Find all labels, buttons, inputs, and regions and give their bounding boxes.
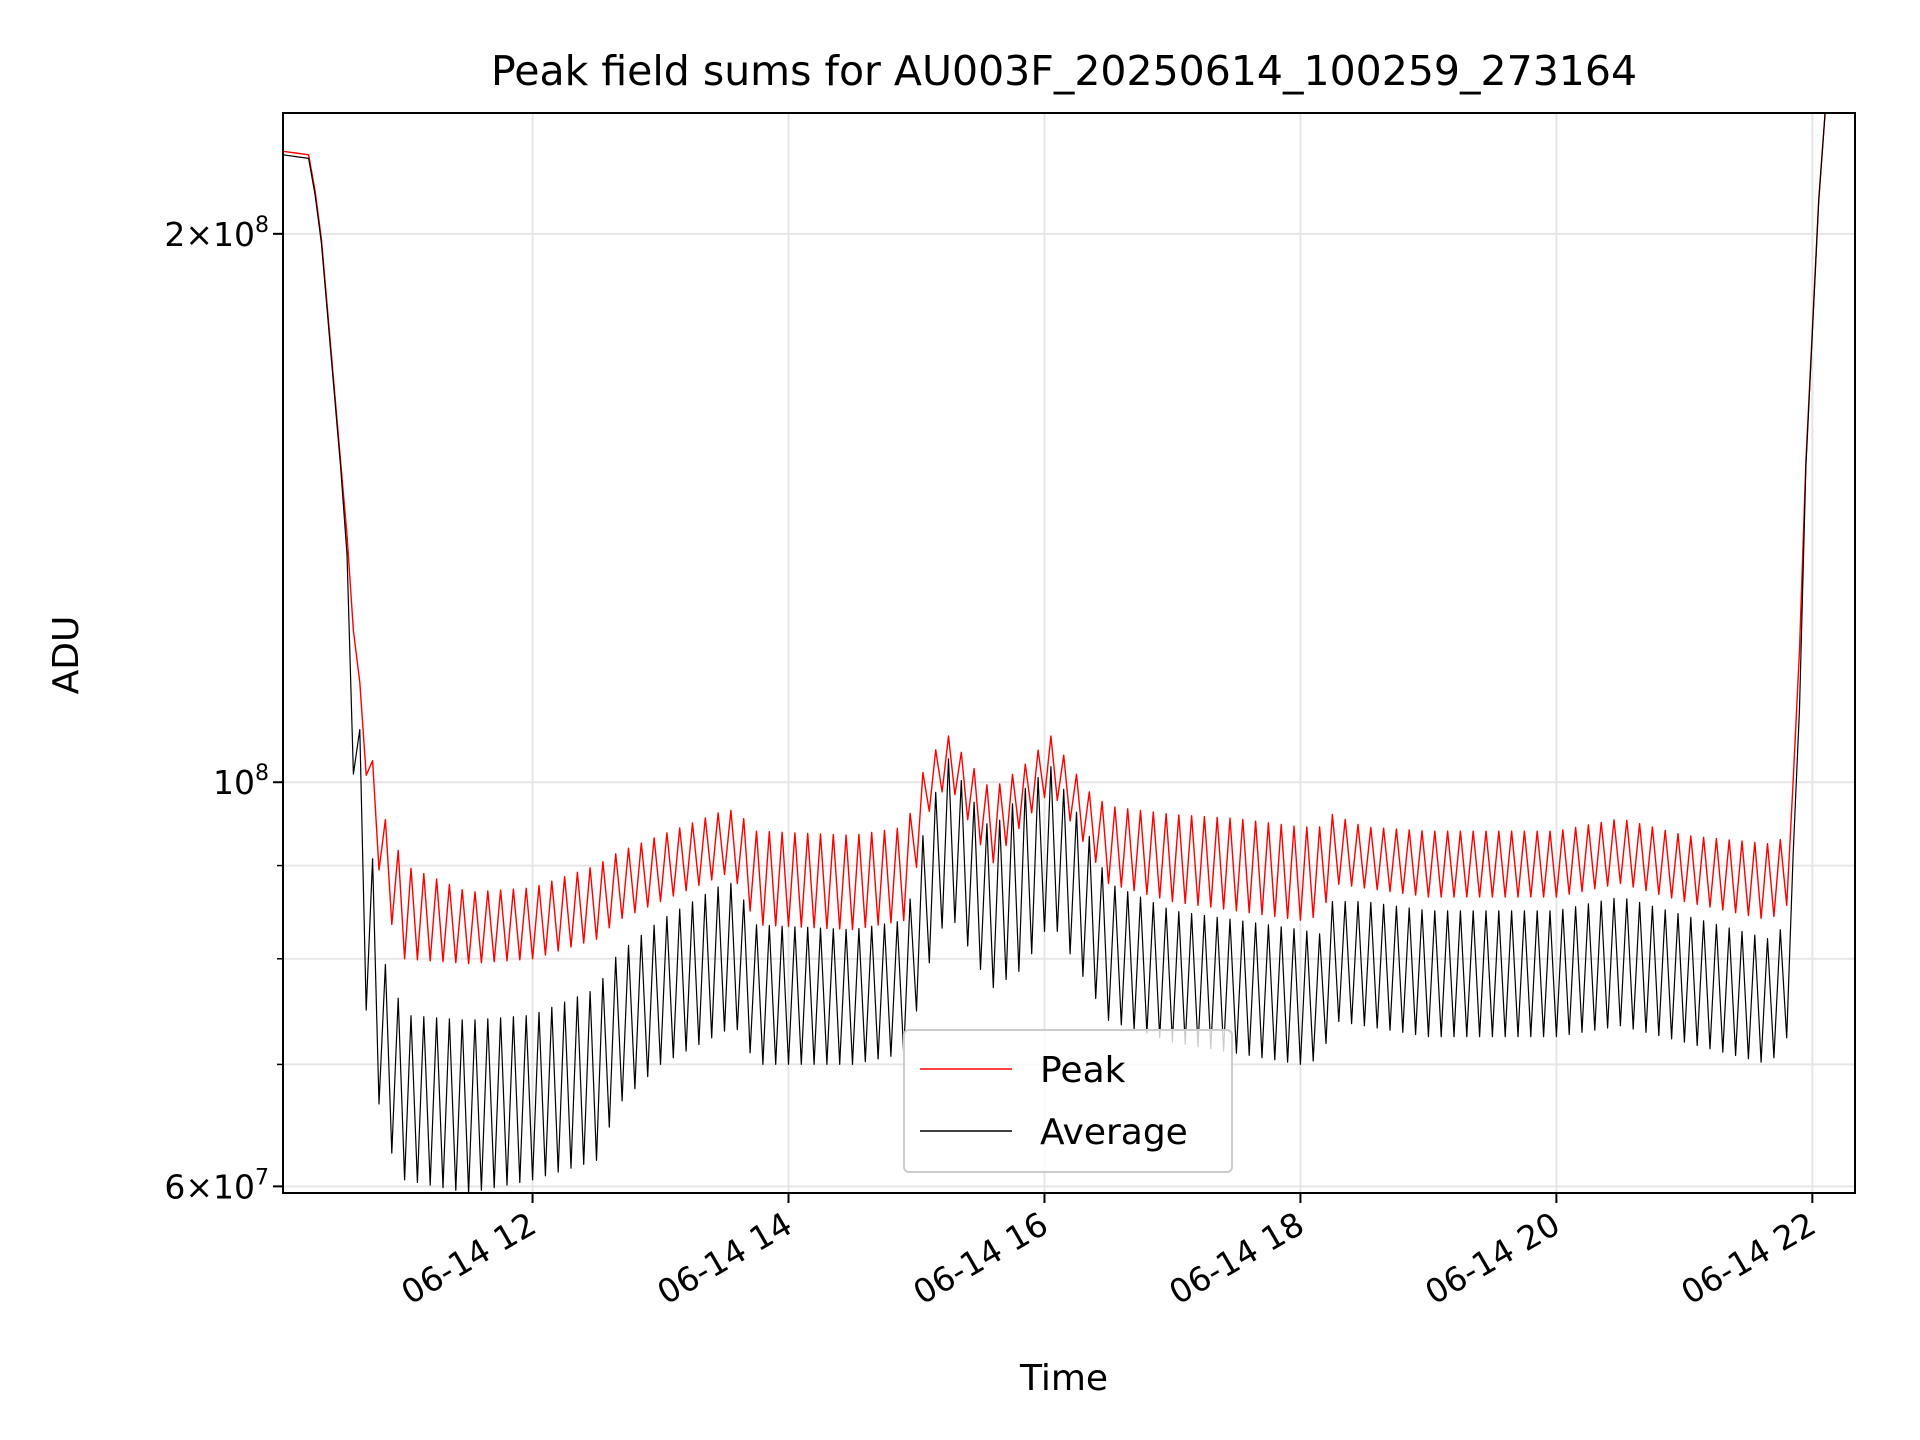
legend-label-peak: Peak	[1040, 1050, 1126, 1091]
x-axis-label: Time	[1019, 1358, 1108, 1399]
y-axis: 2×108 108 6×107	[164, 213, 283, 1206]
legend-box	[903, 1029, 1233, 1173]
y-tick-label: 6×107	[164, 1165, 269, 1206]
grid	[283, 113, 1855, 1193]
plot-frame	[282, 112, 1856, 1194]
legend: Peak Average	[903, 1029, 1233, 1173]
y-tick-label: 108	[213, 761, 269, 802]
series-line-peak	[283, 113, 1851, 965]
series-line-average	[283, 113, 1851, 1193]
y-tick-label: 2×108	[164, 213, 269, 254]
series-layer	[283, 113, 1851, 1193]
chart-title: Peak field sums for AU003F_20250614_1002…	[491, 47, 1637, 95]
legend-label-average: Average	[1040, 1112, 1188, 1153]
y-axis-label: ADU	[46, 616, 87, 695]
